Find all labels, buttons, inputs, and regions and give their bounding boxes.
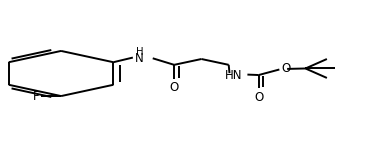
Text: O: O <box>254 91 263 104</box>
Text: HN: HN <box>225 69 242 82</box>
Text: F: F <box>33 90 39 103</box>
Text: N: N <box>135 52 143 65</box>
Text: O: O <box>281 62 291 75</box>
Text: H: H <box>136 47 143 57</box>
Text: O: O <box>170 81 179 94</box>
